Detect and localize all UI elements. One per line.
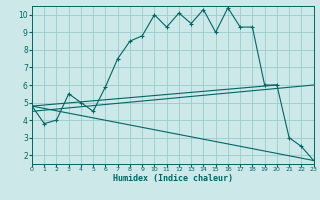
X-axis label: Humidex (Indice chaleur): Humidex (Indice chaleur) xyxy=(113,174,233,183)
